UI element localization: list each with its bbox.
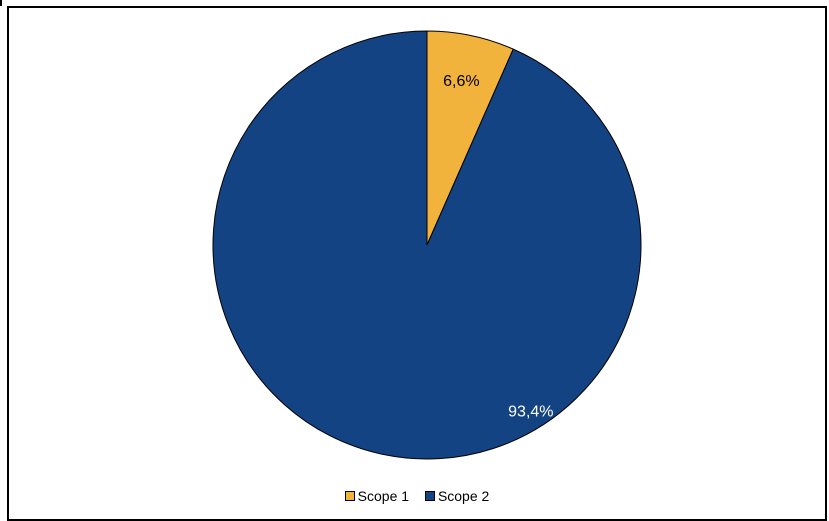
legend: Scope 1 Scope 2 <box>9 488 825 504</box>
legend-label-scope-1: Scope 1 <box>357 488 410 504</box>
chart-area: 6,6% 93,4% Scope 1 Scope 2 <box>7 6 827 521</box>
corner-tick <box>0 0 2 6</box>
pie-chart: 6,6% 93,4% <box>212 30 642 460</box>
legend-item-scope-1: Scope 1 <box>344 488 410 504</box>
legend-swatch-scope-2 <box>424 491 435 501</box>
legend-item-scope-2: Scope 2 <box>424 488 490 504</box>
pie-slice-scope-2 <box>212 30 642 460</box>
legend-label-scope-2: Scope 2 <box>437 488 490 504</box>
data-label-scope-2: 93,4% <box>508 403 553 420</box>
data-label-scope-1: 6,6% <box>443 73 479 90</box>
legend-swatch-scope-1 <box>344 491 355 501</box>
